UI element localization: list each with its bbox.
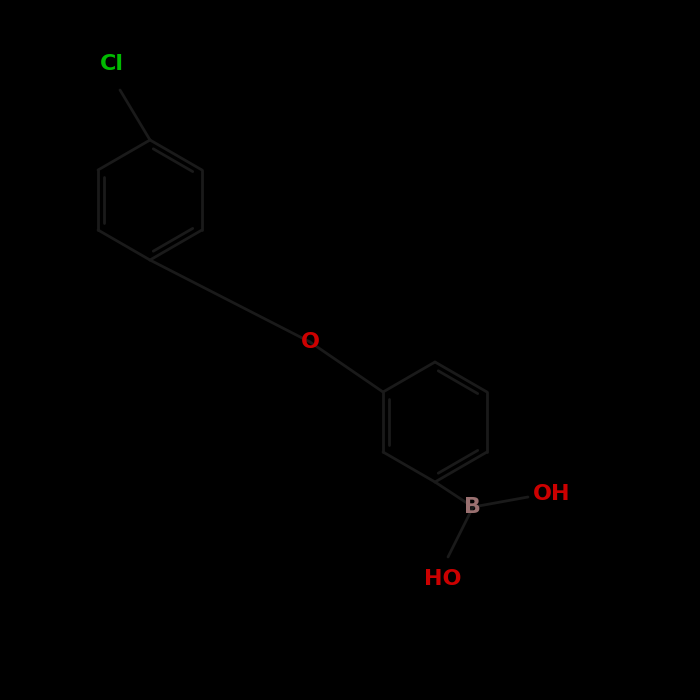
Text: B: B (465, 497, 482, 517)
Text: O: O (300, 332, 319, 352)
Text: Cl: Cl (100, 54, 124, 74)
Text: OH: OH (533, 484, 570, 504)
Text: HO: HO (424, 569, 462, 589)
